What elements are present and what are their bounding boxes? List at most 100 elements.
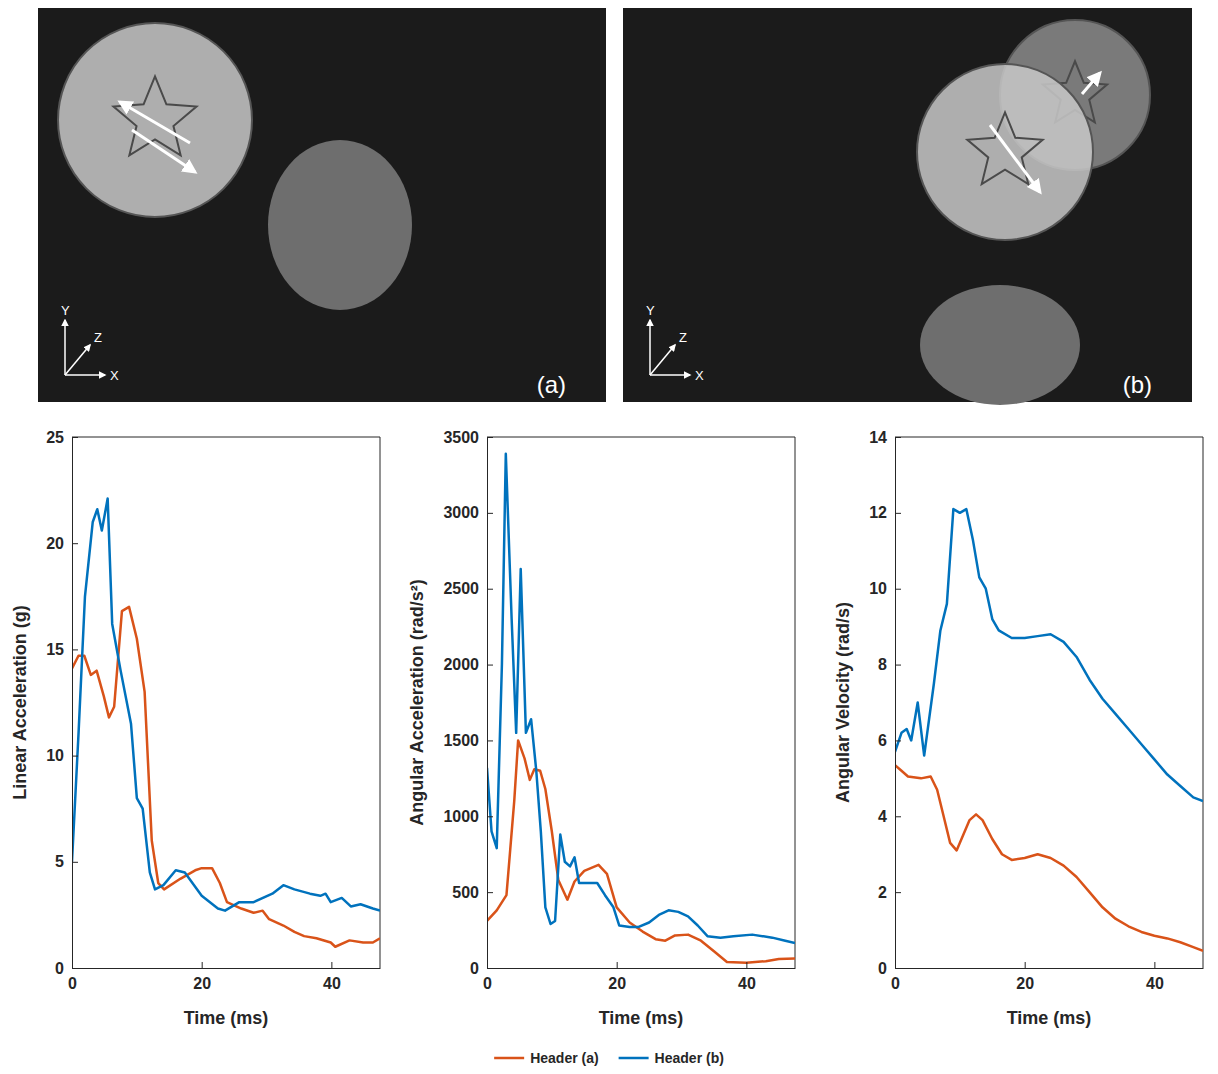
tick: 1000 [443, 808, 493, 825]
tick-label: 20 [193, 975, 211, 992]
tick: 5 [55, 853, 78, 870]
axis-line [895, 438, 896, 969]
tick-label: 8 [878, 656, 887, 673]
y-axis: 02468101214 [869, 429, 901, 977]
series-line [487, 454, 795, 943]
tick: 500 [452, 884, 493, 901]
tick-mark [895, 892, 901, 893]
plot-frame [380, 437, 381, 968]
figure: XYZ(a)XYZ(b)020400510152025Time (ms)Line… [0, 0, 1218, 1074]
tick-label: 0 [891, 975, 900, 992]
y-axis-title: Angular Acceleration (rad/s²) [407, 579, 427, 825]
tick-label: 5 [55, 853, 64, 870]
tick-mark [895, 665, 901, 666]
legend-item: Header (b) [619, 1050, 724, 1066]
tick-mark [895, 816, 901, 817]
coordinate-label: X [695, 368, 704, 383]
tick-label: 0 [55, 960, 64, 977]
tick: 14 [869, 429, 901, 446]
tick-mark [487, 437, 493, 438]
tick-mark [72, 862, 78, 863]
coordinate-axis [64, 320, 66, 375]
coordinate-label: Y [646, 303, 655, 318]
series-line [895, 765, 1203, 951]
tick: 15 [46, 641, 78, 658]
tick-label: 14 [869, 429, 887, 446]
tick-label: 0 [470, 960, 479, 977]
tick: 12 [869, 504, 901, 521]
tick-mark [487, 816, 493, 817]
tick: 40 [323, 962, 341, 992]
tick-label: 1000 [443, 808, 479, 825]
tick-mark [895, 513, 901, 514]
tick-label: 6 [878, 732, 887, 749]
tick-mark [1154, 962, 1155, 968]
tick-mark [487, 968, 493, 969]
tick-mark [487, 740, 493, 741]
axis-line [487, 438, 488, 969]
tick-mark [746, 962, 747, 968]
tick-label: 2500 [443, 580, 479, 597]
tick: 20 [193, 962, 211, 992]
coordinate-axis [650, 374, 690, 376]
legend-swatch [619, 1057, 649, 1060]
tick-label: 20 [46, 535, 64, 552]
panel-label: (a) [537, 371, 566, 398]
tick: 3000 [443, 504, 493, 521]
tick-mark [487, 892, 493, 893]
tick-mark [202, 962, 203, 968]
tick-label: 4 [878, 808, 887, 825]
panel-label: (b) [1123, 371, 1152, 398]
motion-arrow [1082, 73, 1100, 94]
plot-frame [895, 437, 1203, 438]
coordinate-axis [650, 345, 675, 375]
plot-frame [1203, 437, 1204, 968]
photo-background [38, 8, 606, 402]
tick-label: 20 [608, 975, 626, 992]
chart-panel: 0204002468101214Time (ms)Angular Velocit… [833, 429, 1203, 1028]
series-line [72, 499, 380, 911]
coordinate-label: X [110, 368, 119, 383]
x-axis-title: Time (ms) [1007, 1008, 1092, 1028]
tick: 20 [46, 535, 78, 552]
lines [487, 454, 795, 963]
tick-label: 15 [46, 641, 64, 658]
coordinate-label: Z [679, 330, 687, 345]
tick-label: 10 [869, 580, 887, 597]
tick: 2000 [443, 656, 493, 673]
ball-pattern [967, 112, 1042, 184]
legend-label: Header (b) [655, 1050, 724, 1066]
tick-mark [72, 649, 78, 650]
lines [895, 509, 1203, 951]
tick-label: 3500 [443, 429, 479, 446]
tick-mark [895, 589, 901, 590]
y-axis-title: Angular Velocity (rad/s) [833, 602, 853, 803]
tick-mark [331, 962, 332, 968]
tick-mark [895, 437, 901, 438]
tick-label: 20 [1016, 975, 1034, 992]
player-head [268, 140, 412, 310]
tick-label: 40 [738, 975, 756, 992]
ball [917, 64, 1093, 240]
tick: 0 [878, 960, 901, 977]
chart-panel: 020400500100015002000250030003500Time (m… [407, 429, 795, 1028]
tick-mark [895, 968, 901, 969]
tick: 6 [878, 732, 901, 749]
tick: 40 [738, 962, 756, 992]
tick-mark [1025, 962, 1026, 968]
axis-line [488, 968, 796, 969]
player-head [920, 285, 1080, 405]
tick: 2500 [443, 580, 493, 597]
tick-mark [72, 543, 78, 544]
coordinate-label: Z [94, 330, 102, 345]
legend: Header (a) Header (b) [494, 1050, 724, 1066]
tick-label: 0 [878, 960, 887, 977]
legend-label: Header (a) [530, 1050, 598, 1066]
tick-mark [487, 513, 493, 514]
tick: 4 [878, 808, 901, 825]
photo-panel: XYZ(a) [38, 8, 606, 402]
ball [58, 23, 252, 217]
tick-mark [72, 756, 78, 757]
axis-line [72, 438, 73, 969]
photo-background [623, 8, 1192, 402]
